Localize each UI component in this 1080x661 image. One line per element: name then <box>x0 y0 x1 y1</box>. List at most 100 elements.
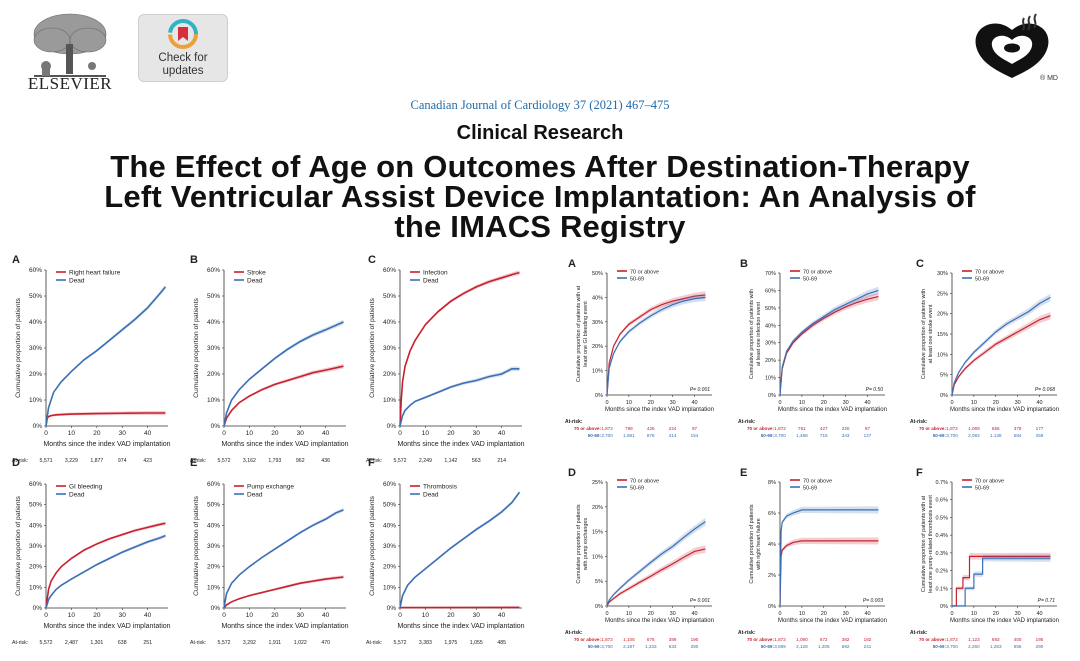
y-tick-label-left-b: 20% <box>207 371 220 378</box>
x-tick-label-right-e: 20 <box>821 611 827 617</box>
at-risk-value-left-b: 436 <box>321 458 330 464</box>
at-risk-value-left-d: 5,572 <box>40 640 53 646</box>
x-axis-label-right-d: Months since the index VAD implantation <box>605 618 714 624</box>
series-line-right-f-1 <box>952 557 1051 607</box>
at-risk-value-left-b: 3,162 <box>243 458 256 464</box>
title-line-3: the IMACS Registry <box>394 209 686 244</box>
legend-label-left-f-0: Thrombosis <box>423 484 458 491</box>
x-tick-label-right-f: 40 <box>1036 611 1042 617</box>
x-axis-label-left-f: Months since the index VAD implantation <box>397 623 524 630</box>
journal-citation[interactable]: Canadian Journal of Cardiology 37 (2021)… <box>410 98 670 112</box>
y-axis-label-right-f: Cumulative proportion of patients with a… <box>921 495 934 593</box>
at-risk-value-left-d: 2,487 <box>65 640 78 646</box>
risk-row-value-right-a: 1,691 <box>623 433 635 438</box>
x-tick-label-right-f: 30 <box>1015 611 1021 617</box>
x-tick-label-right-b: 40 <box>864 400 870 406</box>
y-tick-label-right-e: 2% <box>768 573 776 579</box>
x-tick-label-right-c: 40 <box>1036 400 1042 406</box>
y-tick-label-right-f: 0.4% <box>935 533 948 539</box>
at-risk-label-left-e: At-risk: <box>190 640 206 646</box>
series-line-left-e-1 <box>223 509 344 609</box>
y-tick-label-right-d: 20% <box>592 505 603 511</box>
ci-band-right-e-1 <box>780 506 879 606</box>
at-risk-value-left-a: 974 <box>118 458 127 464</box>
y-tick-label-right-b: 10% <box>765 376 776 382</box>
y-axis-label-left-d: Cumulative proportion of patients <box>15 496 22 596</box>
ci-band-left-d-1 <box>46 533 166 608</box>
x-tick-label-right-c: 20 <box>993 400 999 406</box>
y-axis-label-left-e: Cumulative proportion of patients <box>193 496 200 596</box>
risk-row-value-right-f: 1,872 <box>946 637 958 642</box>
x-tick-label-right-a: 0 <box>605 400 608 406</box>
y-tick-label-left-f: 10% <box>383 584 396 591</box>
risk-row-value-right-d: 389 <box>669 637 677 642</box>
at-risk-value-left-d: 251 <box>143 640 152 646</box>
y-tick-label-right-a: 30% <box>592 320 603 326</box>
y-tick-label-left-a: 40% <box>29 319 42 326</box>
y-tick-label-right-b: 30% <box>765 341 776 347</box>
risk-row-value-right-d: 1,105 <box>623 637 635 642</box>
risk-row-value-right-d: 633 <box>669 644 677 649</box>
y-axis-label-left-c: Cumulative proportion of patients <box>369 298 376 398</box>
at-risk-label-left-d: At-risk: <box>12 640 28 646</box>
y-tick-label-left-b: 40% <box>207 319 220 326</box>
at-risk-value-left-c: 1,142 <box>444 458 457 464</box>
at-risk-value-left-a: 1,877 <box>90 458 103 464</box>
x-tick-label-right-c: 10 <box>971 400 977 406</box>
bookmark-ring-icon <box>168 19 198 49</box>
title-line-2: Left Ventricular Assist Device Implantat… <box>104 179 976 214</box>
ci-band-right-d-0 <box>607 545 706 606</box>
at-risk-value-left-b: 1,793 <box>268 458 281 464</box>
y-tick-label-left-a: 10% <box>29 397 42 404</box>
y-tick-label-left-c: 20% <box>383 371 396 378</box>
risk-row-value-right-d: 1,233 <box>645 644 657 649</box>
series-line-right-d-1 <box>606 521 706 607</box>
risk-row-value-right-a: 414 <box>669 433 677 438</box>
x-tick-label-left-f: 10 <box>422 612 430 619</box>
y-tick-label-left-f: 60% <box>383 481 396 488</box>
legend-label-right-c-0: 70 or above <box>975 270 1004 276</box>
risk-row-value-right-d: 676 <box>647 637 655 642</box>
legend-label-right-d-0: 70 or above <box>630 479 659 485</box>
y-tick-label-right-e: 6% <box>768 511 776 517</box>
series-line-right-e-0 <box>779 540 879 607</box>
risk-row-value-right-f: 400 <box>1014 637 1022 642</box>
series-line-right-c-1 <box>951 296 1051 396</box>
x-axis-label-left-c: Months since the index VAD implantation <box>397 441 524 448</box>
check-for-updates-badge[interactable]: Check for updates <box>138 14 228 82</box>
risk-row-label-right-b: 50-69: <box>761 433 775 438</box>
y-tick-label-right-a: 40% <box>592 295 603 301</box>
risk-row-value-right-c: 177 <box>1036 426 1044 431</box>
y-tick-label-left-d: 0% <box>33 605 43 612</box>
y-tick-label-right-f: 0.6% <box>935 498 948 504</box>
p-value-right-a: P= 0.001 <box>690 387 710 393</box>
y-tick-label-right-b: 70% <box>765 271 776 277</box>
y-tick-label-right-c: 0% <box>940 393 948 399</box>
y-tick-label-left-f: 50% <box>383 502 396 509</box>
y-tick-label-right-f: 0.1% <box>935 586 948 592</box>
panel-letter-left-f: F <box>368 457 375 469</box>
x-tick-label-right-e: 10 <box>799 611 805 617</box>
x-tick-label-left-d: 0 <box>44 612 48 619</box>
legend-label-left-d-0: GI bleeding <box>69 484 103 491</box>
ci-band-left-e-1 <box>224 508 344 608</box>
y-tick-label-left-d: 30% <box>29 543 42 550</box>
series-line-right-d-0 <box>606 548 706 607</box>
x-tick-label-left-a: 40 <box>144 430 152 437</box>
x-tick-label-right-d: 40 <box>691 611 697 617</box>
y-tick-label-right-d: 5% <box>595 579 603 585</box>
y-tick-label-right-b: 0% <box>768 393 776 399</box>
risk-row-value-right-e: 182 <box>864 637 872 642</box>
risk-row-label-right-c: 50-69: <box>933 433 947 438</box>
x-tick-label-left-b: 40 <box>322 430 330 437</box>
x-tick-label-left-f: 40 <box>498 612 506 619</box>
risk-row-value-right-c: 1,872 <box>946 426 958 431</box>
at-risk-value-left-a: 423 <box>143 458 152 464</box>
check-updates-line2: updates <box>162 65 204 77</box>
x-axis-label-right-f: Months since the index VAD implantation <box>950 618 1059 624</box>
risk-row-label-right-e: 50-69: <box>761 644 775 649</box>
risk-row-value-right-f: 2,260 <box>968 644 980 649</box>
legend-label-right-a-0: 70 or above <box>630 270 659 276</box>
risk-row-value-right-f: 655 <box>1014 644 1022 649</box>
at-risk-label-right-f: At-risk: <box>910 630 928 636</box>
